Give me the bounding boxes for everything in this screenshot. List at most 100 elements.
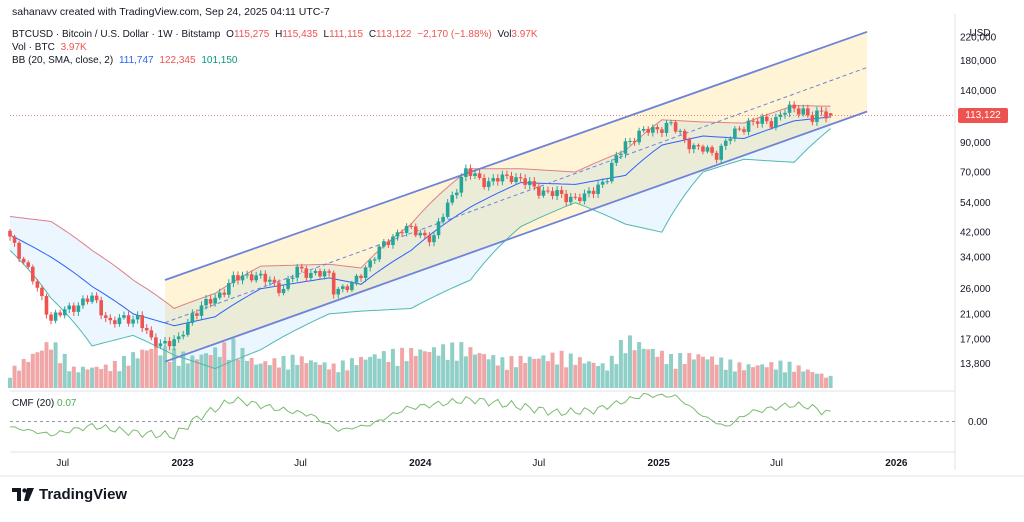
- volume-bar: [409, 348, 414, 388]
- candle-body: [350, 282, 354, 291]
- volume-bar: [596, 365, 601, 388]
- candle-body: [723, 140, 728, 146]
- candle-body: [400, 232, 404, 234]
- candle-body: [372, 259, 377, 261]
- volume-bar: [149, 348, 154, 388]
- volume-bar: [345, 370, 350, 388]
- candle-body: [568, 196, 573, 203]
- volume-bar: [281, 356, 286, 388]
- volume-bar: [62, 353, 67, 388]
- candle-body: [318, 270, 322, 277]
- volume-bar: [377, 358, 382, 388]
- candle-body: [117, 317, 122, 325]
- volume-bar: [495, 365, 500, 388]
- candle-body: [17, 242, 21, 259]
- candle-body: [815, 110, 819, 122]
- volume-bar: [714, 364, 719, 388]
- candle-body: [213, 297, 217, 304]
- candle-body: [208, 299, 213, 304]
- volume-bar: [559, 350, 564, 388]
- volume-bar: [381, 351, 386, 388]
- volume-bar: [235, 359, 240, 388]
- candle-body: [304, 268, 309, 278]
- volume-bar: [422, 351, 427, 388]
- volume-bar: [814, 373, 819, 388]
- candle-body: [687, 139, 692, 150]
- volume-bar: [669, 354, 674, 388]
- candle-body: [450, 195, 455, 203]
- volume-bar: [769, 362, 774, 388]
- candle-body: [154, 337, 158, 347]
- volume-bar: [58, 363, 63, 388]
- candle-body: [395, 232, 400, 237]
- price-tick-label: 17,000: [960, 334, 991, 345]
- volume-bar: [354, 365, 359, 388]
- candle-body: [783, 112, 787, 115]
- close-value: C113,122: [368, 29, 412, 40]
- volume-bar: [577, 357, 582, 388]
- last-price-tag: 113,122: [958, 107, 1008, 123]
- candle-body: [268, 279, 272, 282]
- candle-body: [609, 162, 614, 182]
- candle-body: [669, 122, 673, 124]
- candle-body: [527, 181, 532, 185]
- candle-body: [646, 128, 651, 133]
- candle-body: [518, 177, 523, 179]
- volume-bar: [532, 358, 537, 388]
- volume-bar: [792, 371, 797, 388]
- volume-bar: [696, 354, 701, 388]
- time-tick-label: Jul: [532, 458, 545, 469]
- volume-bar: [386, 362, 391, 388]
- volume-bar: [773, 369, 778, 388]
- volume-bar: [810, 372, 815, 388]
- candle-body: [760, 116, 765, 124]
- bb-lower-value: 101,150: [201, 55, 238, 66]
- candle-body: [459, 176, 464, 193]
- candle-body: [432, 235, 436, 243]
- candle-body: [764, 116, 769, 122]
- candle-body: [382, 241, 386, 247]
- candle-body: [710, 147, 714, 153]
- volume-bar: [272, 358, 277, 388]
- volume-bar: [650, 348, 655, 388]
- volume-bar: [39, 350, 44, 388]
- tradingview-logo: TradingView: [12, 486, 127, 503]
- candle-body: [473, 173, 477, 176]
- chart-credit: sahanavv created with TradingView.com, S…: [12, 6, 330, 18]
- volume-bar: [509, 356, 514, 388]
- volume-bar: [664, 364, 669, 388]
- volume-bar: [322, 362, 327, 388]
- candle-body: [331, 272, 336, 295]
- price-tick-label: 140,000: [960, 86, 997, 97]
- tradingview-wordmark: TradingView: [39, 486, 128, 503]
- volume-bar: [518, 355, 523, 388]
- candle-body: [796, 108, 801, 115]
- price-tick-label: 42,000: [960, 228, 991, 239]
- volume-bar: [413, 355, 418, 388]
- candle-body: [600, 181, 605, 185]
- candle-body: [537, 186, 541, 196]
- ohlc-legend: BTCUSD · Bitcoin / U.S. Dollar · 1W · Bi…: [12, 29, 541, 41]
- volume-bar: [787, 361, 792, 388]
- candle-body: [245, 274, 249, 276]
- candle-body: [409, 226, 413, 228]
- candle-body: [491, 178, 496, 182]
- volume-bar: [477, 353, 482, 388]
- candle-body: [227, 283, 231, 295]
- volume-bar: [121, 356, 126, 388]
- candle-body: [81, 298, 85, 306]
- volume-bar: [582, 363, 587, 388]
- volume-bar: [500, 357, 505, 388]
- candle-body: [144, 328, 149, 331]
- candle-body: [628, 140, 632, 142]
- candle-body: [108, 317, 113, 321]
- candle-body: [464, 168, 468, 177]
- channel-fill: [165, 31, 868, 362]
- volume-bar: [12, 365, 17, 388]
- candle-body: [701, 146, 705, 152]
- volume-bar: [828, 375, 833, 388]
- volume-bar: [30, 353, 35, 388]
- volume-bar: [226, 359, 231, 388]
